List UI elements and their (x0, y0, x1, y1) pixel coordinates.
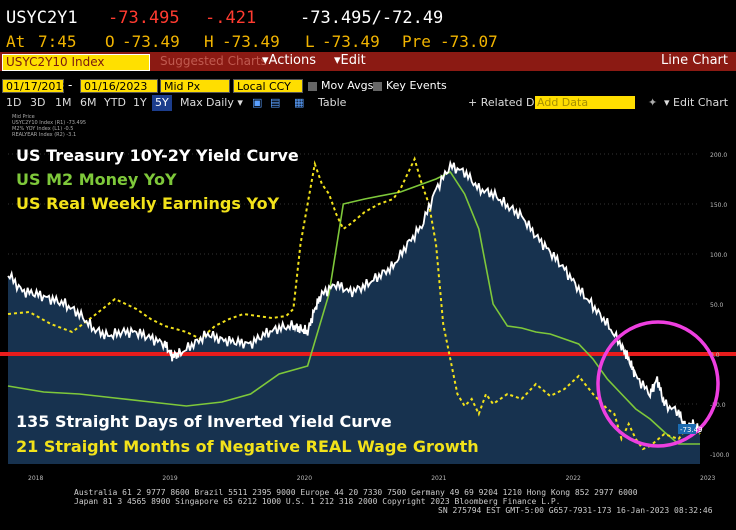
chevron-down-icon: ▾ (664, 96, 674, 109)
curve-series-line (7, 159, 701, 433)
chevron-down-icon: ▾ (233, 96, 243, 109)
period-ytd[interactable]: YTD (104, 96, 126, 109)
legend-item-m2: M2% YOY Index (L1) -0.5 (12, 126, 74, 132)
low-label: L (305, 32, 315, 51)
y-tick-label: -100.0 (710, 452, 730, 459)
at-label: At (6, 32, 26, 51)
y-tick-label: 100.0 (710, 252, 727, 259)
frequency-select[interactable]: Daily ▾ (206, 96, 243, 109)
chart-type-icon[interactable]: ▤ (270, 96, 281, 109)
date-separator: - (68, 78, 73, 92)
edit-chart-button[interactable]: ▾ Edit Chart (664, 96, 729, 109)
last-value-tag (678, 424, 696, 434)
edit-menu[interactable]: ▾Edit (334, 53, 366, 68)
period-1m[interactable]: 1M (55, 96, 72, 109)
x-tick-label: 2023 (700, 475, 715, 482)
end-date-field[interactable]: 01/16/2023 (80, 79, 158, 93)
suggested-charts-link[interactable]: Suggested Charts (160, 54, 267, 68)
overlay-title-wages: US Real Weekly Earnings YoY (16, 194, 280, 213)
open-value: -73.49 (122, 32, 180, 51)
x-tick-label: 2020 (297, 475, 312, 482)
mini-legend: Mid Price USYC2Y10 Index (R1) -73.495 M2… (12, 114, 86, 138)
low-value: -73.49 (322, 32, 380, 51)
footer-line-1: Australia 61 2 9777 8600 Brazil 5511 239… (74, 488, 638, 497)
x-tick-label: 2021 (431, 475, 446, 482)
right-axis: 200.0 150.0 100.0 50.0 0.0 -50.0 -100.0 (710, 152, 730, 459)
x-tick-label: 2018 (28, 475, 43, 482)
key-events-toggle[interactable]: Key Events (373, 79, 447, 92)
table-button[interactable]: Table (318, 96, 347, 109)
legend-title: Mid Price (12, 114, 35, 120)
checkbox-icon (308, 81, 317, 91)
quote-row-2: At 7:45 O -73.49 H -73.49 L -73.49 Pre -… (0, 32, 736, 52)
footer-line-3: SN 275794 EST GMT-5:00 G657-7931-173 16-… (438, 506, 713, 515)
pre-label: Pre (402, 32, 431, 51)
m2-series-line (7, 170, 700, 445)
currency-select[interactable]: Local CCY (233, 79, 303, 93)
actions-icon: ▾ (262, 53, 269, 68)
last-price: -73.495 (108, 8, 180, 28)
security-bar: USYC2Y10 Index Suggested Charts ▾Actions… (0, 52, 736, 71)
related-data-button[interactable]: + Related Dat (468, 96, 546, 109)
period-bar: 1D 3D 1M 6M YTD 1Y 5Y Max Daily ▾ ▣ ▤ ▦ … (0, 95, 736, 111)
net-change: -.421 (205, 8, 257, 28)
x-tick-label: 2022 (566, 475, 581, 482)
high-label: H (204, 32, 214, 51)
actions-menu[interactable]: ▾Actions (262, 53, 317, 68)
y-tick-label: -50.0 (710, 402, 726, 409)
period-1d[interactable]: 1D (6, 96, 22, 109)
period-3d[interactable]: 3D (30, 96, 46, 109)
open-label: O (105, 32, 115, 51)
y-tick-label: 150.0 (710, 202, 727, 209)
edit-icon: ▾ (334, 53, 341, 68)
checkbox-icon (373, 81, 382, 91)
plus-icon: + (468, 96, 481, 109)
table-icon[interactable]: ▦ (294, 96, 305, 109)
legend-item-wages: REALYEAR Index (R2) -3.1 (12, 132, 77, 138)
pre-value: -73.07 (440, 32, 498, 51)
bid-ask: -73.495/-72.49 (300, 8, 444, 28)
overlay-note-wages: 21 Straight Months of Negative REAL Wage… (16, 437, 479, 456)
x-tick-label: 2019 (162, 475, 177, 482)
period-5y[interactable]: 5Y (152, 95, 172, 111)
last-value-label: -73.49 (680, 426, 703, 434)
date-bar: 01/17/2018 - 01/16/2023 Mid Px Local CCY… (0, 78, 736, 95)
y-tick-label: 0.0 (710, 352, 720, 359)
chart-style-icon[interactable]: ▣ (252, 96, 263, 109)
price-type-select[interactable]: Mid Px (160, 79, 230, 93)
y-tick-label: 200.0 (710, 152, 727, 159)
chart-type-title: Line Chart (661, 53, 728, 68)
overlay-note-inverted: 135 Straight Days of Inverted Yield Curv… (16, 412, 392, 431)
security-input[interactable]: USYC2Y10 Index (2, 54, 150, 71)
options-icon[interactable]: ✦ (648, 96, 658, 109)
quote-row-1: USYC2Y1 -73.495 -.421 -73.495/-72.49 (0, 8, 736, 32)
overlay-title-m2: US M2 Money YoY (16, 170, 177, 189)
overlay-title-curve: US Treasury 10Y-2Y Yield Curve (16, 146, 299, 165)
mov-avgs-toggle[interactable]: Mov Avgs (308, 79, 373, 92)
period-1y[interactable]: 1Y (133, 96, 147, 109)
curve-area (8, 162, 700, 465)
y-tick-label: 50.0 (710, 302, 724, 309)
add-data-input[interactable]: Add Data (535, 96, 635, 109)
high-value: -73.49 (222, 32, 280, 51)
highlight-circle (596, 320, 720, 448)
x-axis: 2018 2019 2020 2021 2022 2023 (28, 475, 715, 482)
period-max[interactable]: Max (180, 96, 203, 109)
quote-time: 7:45 (38, 32, 77, 51)
legend-item-curve: USYC2Y10 Index (R1) -73.495 (12, 120, 87, 126)
start-date-field[interactable]: 01/17/2018 (2, 79, 69, 93)
ticker: USYC2Y1 (6, 8, 78, 28)
footer-line-2: Japan 81 3 4565 8900 Singapore 65 6212 1… (74, 497, 561, 506)
period-6m[interactable]: 6M (80, 96, 97, 109)
